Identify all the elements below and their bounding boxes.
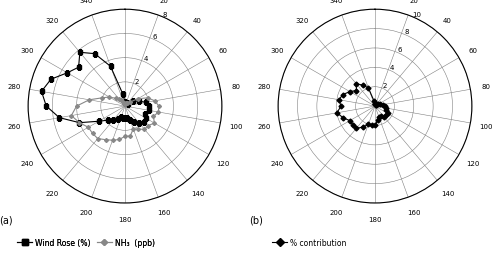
Text: (a): (a) bbox=[0, 215, 12, 225]
Legend: Wind Rose (%), NH₃  (ppb): Wind Rose (%), NH₃ (ppb) bbox=[14, 235, 158, 250]
Text: (b): (b) bbox=[249, 215, 263, 225]
Legend: % contribution: % contribution bbox=[269, 235, 349, 250]
